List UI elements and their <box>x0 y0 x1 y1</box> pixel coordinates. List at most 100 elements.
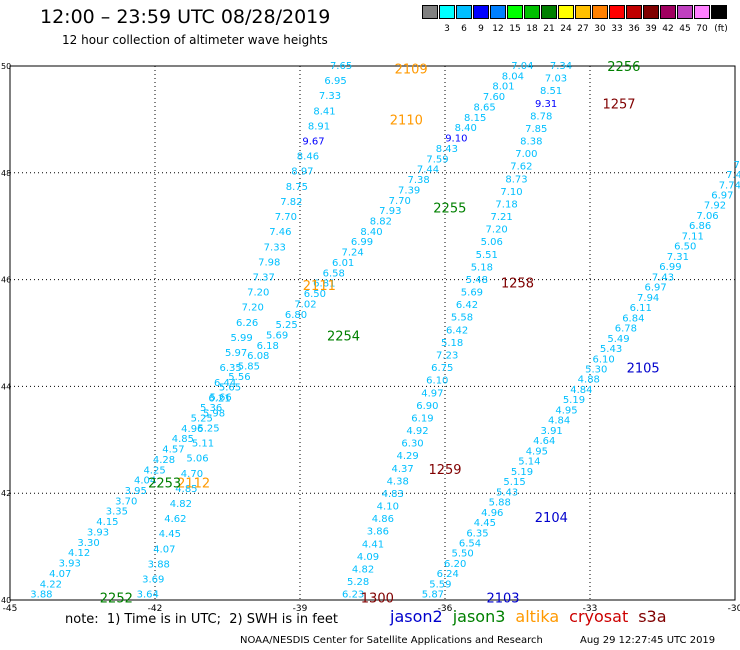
scale-label: 12 <box>492 24 504 34</box>
swh-value-jason2: 6.97 <box>711 190 733 201</box>
swh-value-jason3: 3.93 <box>87 527 109 538</box>
swh-value-jason3: 7.60 <box>483 92 505 103</box>
swh-value-jason2: 5.15 <box>503 477 525 488</box>
swh-value-s3a: 9.31 <box>535 99 557 110</box>
swh-value-altika: 5.11 <box>192 439 214 450</box>
scale-swatch <box>575 5 591 19</box>
credit-line: NOAA/NESDIS Center for Satellite Applica… <box>240 635 543 646</box>
swh-value-jason2: 4.45 <box>474 518 496 529</box>
swh-value-jason3: 5.69 <box>266 331 288 342</box>
pass-label: 2253 <box>148 477 181 492</box>
pass-label: 2105 <box>627 362 660 377</box>
swh-value-jason2: 6.10 <box>593 354 615 365</box>
swh-value-jason2: 5.59 <box>429 579 451 590</box>
swh-value-jason2: 7.43 <box>652 272 674 283</box>
swh-value-s3a: 4.09 <box>357 552 379 563</box>
swh-value-jason3: 4.96 <box>181 424 203 435</box>
swh-value-altika: 6.35 <box>219 363 241 374</box>
swh-value-s3a: 6.90 <box>416 401 438 412</box>
y-tick-label: 44 <box>1 382 11 391</box>
swh-value-altika: 7.65 <box>330 61 352 72</box>
swh-value-jason3: 8.65 <box>473 102 495 113</box>
scale-unit: (ft) <box>714 24 728 34</box>
swh-value-jason2: 7.94 <box>637 293 659 304</box>
swh-value-jason2: 4.88 <box>578 375 600 386</box>
swh-value-jason3: 4.85 <box>172 434 194 445</box>
scale-swatch <box>609 5 625 19</box>
swh-value-jason2: 6.35 <box>466 528 488 539</box>
swh-value-s3a: 7.62 <box>510 162 532 173</box>
swh-value-altika: 8.41 <box>313 106 335 117</box>
scale-label: 70 <box>696 24 708 34</box>
footnote: note: 1) Time is in UTC; 2) SWH is in fe… <box>65 612 338 627</box>
pass-label: 2110 <box>390 113 423 128</box>
pass-label: 1258 <box>501 276 534 291</box>
scale-label: 6 <box>461 24 467 34</box>
swh-value-jason3: 6.50 <box>304 289 326 300</box>
swh-value-altika: 6.95 <box>324 76 346 87</box>
swh-value-s3a: 4.86 <box>372 514 394 525</box>
swh-value-s3a: 5.48 <box>466 275 488 286</box>
swh-value-jason2: 5.43 <box>496 487 518 498</box>
swh-value-jason3: 8.40 <box>360 227 382 238</box>
swh-value-s3a: 7.20 <box>486 225 508 236</box>
swh-value-altika: 4.82 <box>170 499 192 510</box>
chart-subtitle: 12 hour collection of altimeter wave hei… <box>62 33 328 47</box>
swh-value-jason3: 3.30 <box>77 538 99 549</box>
x-tick-label: -45 <box>3 604 18 614</box>
swh-value-altika: 4.70 <box>181 469 203 480</box>
swh-value-jason2: 5.49 <box>607 334 629 345</box>
swh-value-jason3: 4.12 <box>68 548 90 559</box>
pass-label: 1259 <box>428 463 461 478</box>
swh-value-s3a: 6.23 <box>342 590 364 601</box>
swh-value-altika: 7.46 <box>269 227 291 238</box>
swh-value-altika: 4.62 <box>164 514 186 525</box>
swh-value-jason3: 3.93 <box>59 559 81 570</box>
scale-swatch <box>592 5 608 19</box>
swh-value-jason3: 4.25 <box>143 465 165 476</box>
swh-value-s3a: 5.58 <box>451 313 473 324</box>
swh-value-jason3: 4.28 <box>153 455 175 466</box>
swh-value-jason2: 5.87 <box>422 590 444 601</box>
scale-swatch <box>473 5 489 19</box>
swh-value-jason3: 8.01 <box>492 82 514 93</box>
swh-value-altika: 8.75 <box>286 182 308 193</box>
swh-value-s3a: 3.86 <box>367 527 389 538</box>
swh-value-jason3: 5.25 <box>191 413 213 424</box>
swh-value-altika: 8.91 <box>308 121 330 132</box>
generated-timestamp: Aug 29 12:27:45 UTC 2019 <box>580 635 716 646</box>
swh-value-s3a: 7.00 <box>515 149 537 160</box>
swh-value-altika: 3.88 <box>148 559 170 570</box>
swh-value-altika: 7.33 <box>319 91 341 102</box>
swh-value-s3a: 7.23 <box>436 351 458 362</box>
swh-value-jason2: 7.31 <box>667 252 689 263</box>
swh-value-jason3: 3.35 <box>106 507 128 518</box>
pass-label: 2112 <box>177 477 210 492</box>
swh-value-s3a: 5.18 <box>471 262 493 273</box>
swh-value-jason3: 7.44 <box>417 165 439 176</box>
swh-value-jason2: 6.78 <box>615 324 637 335</box>
swh-value-jason3: 8.04 <box>502 71 524 82</box>
pass-label: 2254 <box>327 330 360 345</box>
pass-label: 2104 <box>535 511 568 526</box>
swh-value-altika: 7.33 <box>264 242 286 253</box>
swh-value-jason2: 5.88 <box>489 498 511 509</box>
legend-entry-jason2: jason2 <box>390 607 443 626</box>
x-tick-label: -42 <box>148 604 163 614</box>
pass-label: 2256 <box>607 60 640 75</box>
scale-swatch <box>558 5 574 19</box>
scale-label: 33 <box>611 24 623 34</box>
swh-value-altika: 3.64 <box>137 590 159 601</box>
pass-label: 1257 <box>602 97 635 112</box>
swh-value-jason2: 6.54 <box>459 538 481 549</box>
scale-swatch <box>456 5 472 19</box>
scale-swatch <box>694 5 710 19</box>
legend-entry-s3a: s3a <box>638 607 667 626</box>
swh-value-s3a: 4.82 <box>352 564 374 575</box>
swh-value-jason3: 6.08 <box>247 351 269 362</box>
swh-value-altika: 5.97 <box>225 348 247 359</box>
swh-value-jason2: 7.92 <box>704 201 726 212</box>
swh-value-altika: 4.45 <box>159 529 181 540</box>
y-tick-label: 46 <box>1 276 11 285</box>
swh-value-altika: 7.70 <box>275 212 297 223</box>
